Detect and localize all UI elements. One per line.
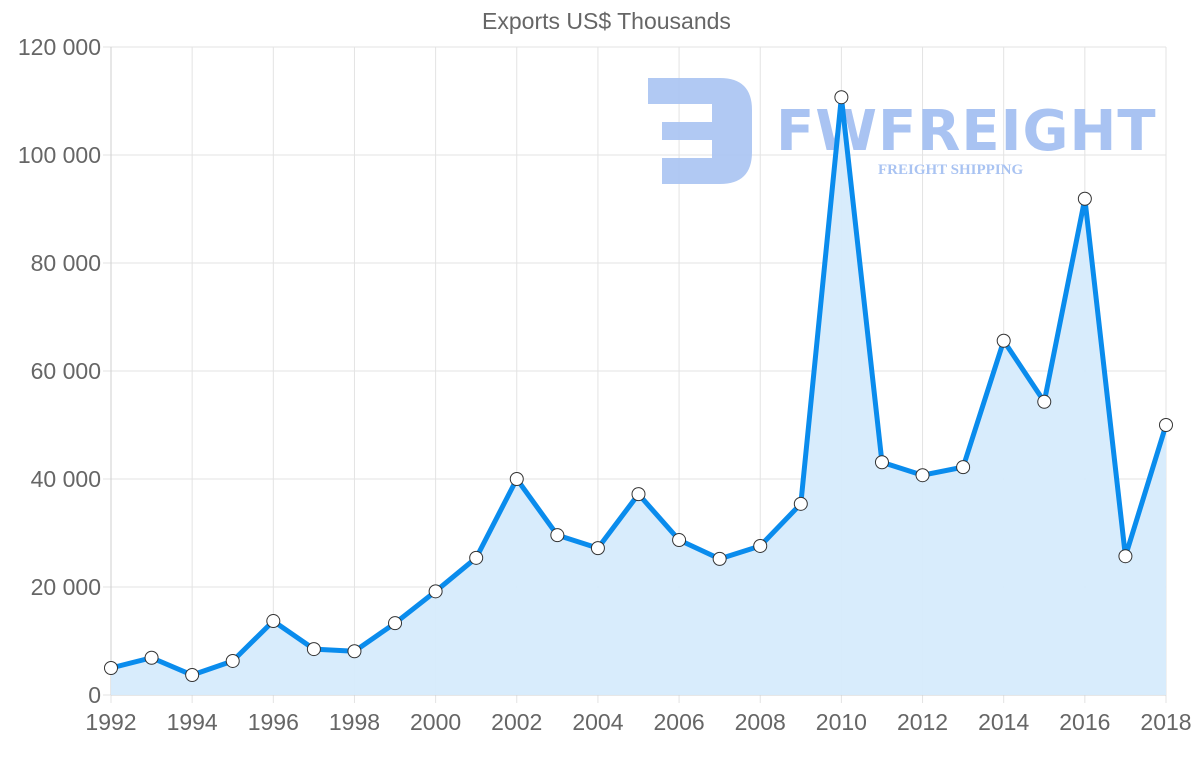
- data-point-marker[interactable]: [874, 455, 889, 470]
- y-tick-label: 120 000: [18, 34, 101, 60]
- x-tick-label: 2000: [410, 709, 461, 735]
- data-point-marker[interactable]: [996, 333, 1011, 348]
- data-point-marker[interactable]: [469, 550, 484, 565]
- watermark-logo: FWFREIGHT FREIGHT SHIPPING: [648, 78, 1157, 184]
- data-point-marker[interactable]: [225, 653, 240, 668]
- y-tick-label: 60 000: [31, 358, 101, 384]
- x-tick-label: 1998: [329, 709, 380, 735]
- data-point-marker[interactable]: [753, 538, 768, 553]
- x-tick-label: 2010: [816, 709, 867, 735]
- y-tick-label: 100 000: [18, 142, 101, 168]
- x-axis-labels: 1992 1994 1996 1998 2000 2002 2004 2006 2008 2010…: [85, 709, 1191, 735]
- data-point-marker[interactable]: [306, 642, 321, 657]
- data-point-marker[interactable]: [793, 496, 808, 511]
- data-point-marker[interactable]: [834, 90, 849, 105]
- y-axis-labels: 0 20 000 40 000 60 000 80 000 100 000 120 000: [18, 34, 101, 708]
- data-point-marker[interactable]: [712, 551, 727, 566]
- data-point-marker[interactable]: [266, 614, 281, 629]
- y-tick-label: 0: [88, 682, 101, 708]
- x-tick-label: 2016: [1059, 709, 1110, 735]
- data-point-marker[interactable]: [550, 528, 565, 543]
- x-tick-label: 2014: [978, 709, 1029, 735]
- x-tick-label: 2004: [572, 709, 623, 735]
- y-tick-label: 20 000: [31, 574, 101, 600]
- y-tick-label: 40 000: [31, 466, 101, 492]
- data-point-marker[interactable]: [915, 468, 930, 483]
- data-point-marker[interactable]: [631, 487, 646, 502]
- x-tick-label: 1996: [248, 709, 299, 735]
- data-point-marker[interactable]: [1077, 191, 1092, 206]
- data-point-marker[interactable]: [672, 533, 687, 548]
- data-point-marker[interactable]: [104, 661, 118, 675]
- data-point-marker[interactable]: [144, 650, 159, 665]
- data-point-marker[interactable]: [347, 644, 362, 659]
- x-tick-label: 2008: [735, 709, 786, 735]
- data-point-marker[interactable]: [1037, 394, 1052, 409]
- data-point-marker[interactable]: [428, 584, 443, 599]
- data-point-marker[interactable]: [388, 616, 403, 631]
- chart-title: Exports US$ Thousands: [482, 8, 731, 34]
- y-tick-label: 80 000: [31, 250, 101, 276]
- x-tick-label: 2018: [1140, 709, 1191, 735]
- x-tick-label: 2012: [897, 709, 948, 735]
- watermark-brand: FWFREIGHT: [776, 99, 1157, 164]
- x-tick-label: 1992: [85, 709, 136, 735]
- fw-logo-icon: [648, 78, 752, 184]
- data-point-marker[interactable]: [185, 668, 200, 683]
- area-fill: [111, 97, 1166, 696]
- data-point-marker[interactable]: [590, 541, 605, 556]
- data-point-marker[interactable]: [956, 460, 971, 475]
- data-point-marker[interactable]: [1118, 549, 1133, 564]
- x-tick-label: 2006: [653, 709, 704, 735]
- data-points: [104, 90, 1173, 683]
- watermark-tagline: FREIGHT SHIPPING: [878, 162, 1023, 178]
- x-tick-label: 2002: [491, 709, 542, 735]
- data-point-marker[interactable]: [509, 472, 524, 486]
- x-tick-label: 1994: [167, 709, 218, 735]
- data-point-marker[interactable]: [1159, 418, 1173, 432]
